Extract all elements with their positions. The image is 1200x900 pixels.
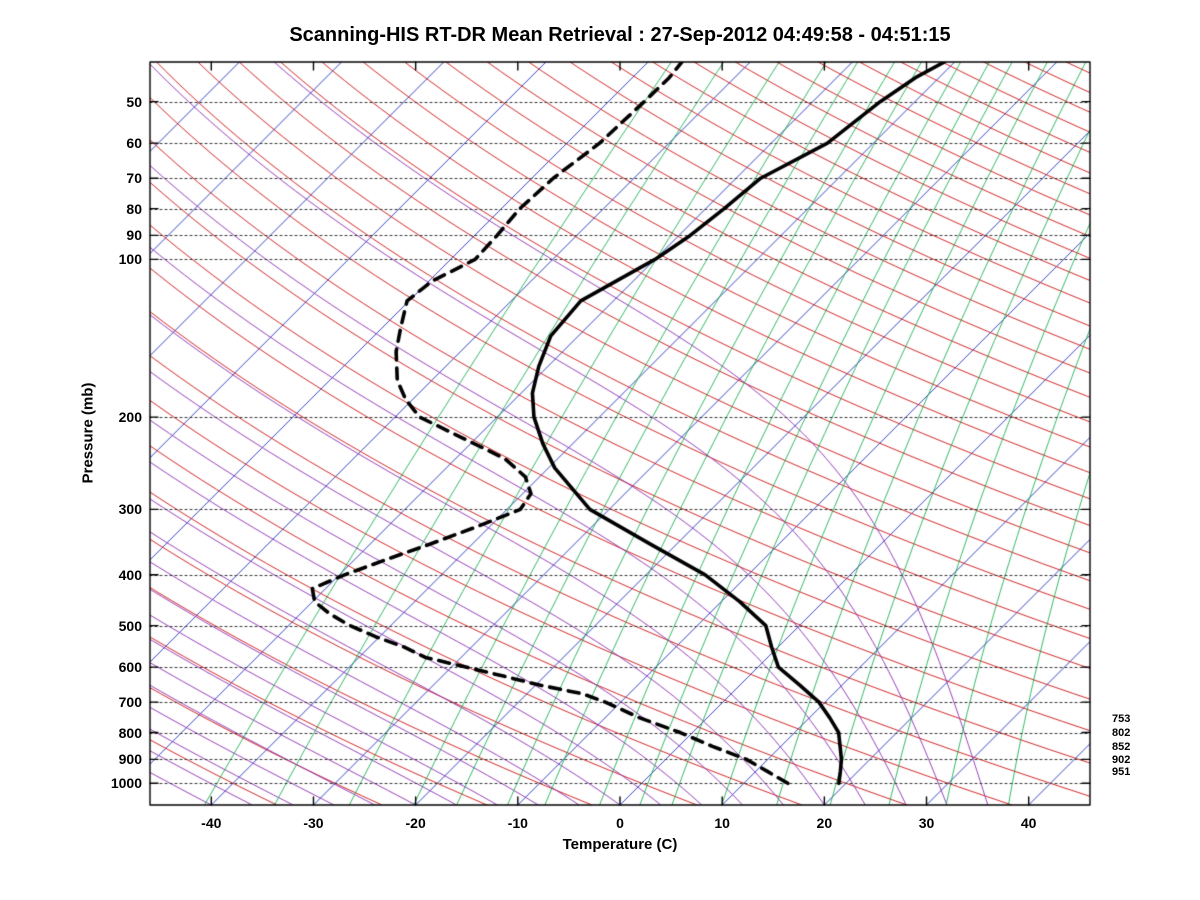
- y-tick-label: 60: [126, 135, 142, 152]
- y-tick-label: 200: [118, 409, 142, 426]
- y-tick-label: 500: [118, 617, 142, 634]
- x-tick-label: 20: [816, 815, 833, 831]
- y-tick-label: 800: [118, 724, 142, 741]
- y-tick-label: 100: [118, 251, 142, 268]
- x-tick-label: -10: [507, 815, 528, 831]
- y-tick-label: 400: [118, 566, 142, 583]
- y-tick-label: 90: [126, 227, 142, 244]
- x-tick-label: -30: [303, 815, 324, 831]
- chart-title: Scanning-HIS RT-DR Mean Retrieval : 27-S…: [289, 24, 951, 46]
- y-tick-label: 900: [118, 751, 142, 768]
- y-tick-label: 300: [118, 501, 142, 518]
- x-tick-label: 30: [918, 815, 935, 831]
- x-tick-label: -40: [201, 815, 222, 831]
- x-tick-label: 10: [714, 815, 730, 831]
- x-tick-label: 0: [616, 815, 624, 831]
- y-tick-label: 700: [118, 694, 142, 711]
- retrieval-level-label: 951: [1112, 765, 1131, 778]
- retrieval-level-label: 753: [1112, 712, 1131, 725]
- retrieval-level-label: 802: [1112, 727, 1131, 740]
- y-tick-label: 50: [126, 93, 142, 110]
- retrieval-level-label: 852: [1112, 740, 1131, 753]
- x-tick-label: 40: [1020, 815, 1037, 831]
- y-tick-label: 80: [126, 200, 142, 217]
- x-axis-label: Temperature (C): [562, 836, 678, 853]
- y-tick-label: 1000: [110, 775, 142, 792]
- y-tick-label: 600: [118, 659, 142, 676]
- y-tick-label: 70: [126, 170, 142, 187]
- x-tick-label: -20: [405, 815, 426, 831]
- retrieval-level-label: 902: [1112, 753, 1131, 766]
